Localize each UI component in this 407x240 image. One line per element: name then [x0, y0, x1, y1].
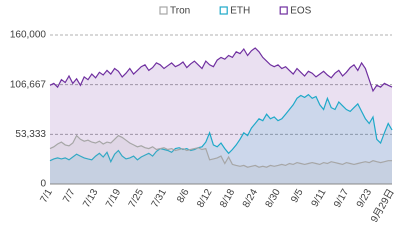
legend-label: EOS [290, 6, 311, 17]
x-tick-label: 9/17 [332, 187, 351, 210]
line [49, 93, 393, 164]
x-tick-label: 7/19 [104, 187, 123, 210]
y-tick-label: 0 [40, 179, 46, 190]
legend-swatch [159, 6, 168, 15]
area [50, 48, 392, 184]
x-tick-label: 7/25 [127, 187, 146, 210]
x-tick-label: 9/5 [289, 187, 306, 205]
y-tick-label: 53,333 [15, 129, 46, 140]
x-tick-label: 8/30 [264, 187, 283, 210]
legend-swatch [219, 6, 228, 15]
x-tick-label: 7/13 [81, 187, 100, 210]
x-tick-label: 7/7 [61, 187, 78, 205]
x-tick-label: 8/24 [241, 187, 260, 210]
legend-label: Tron [170, 6, 190, 17]
x-tick-label: 8/6 [175, 187, 192, 205]
legend-swatch [279, 6, 288, 15]
y-tick-label: 106,667 [10, 79, 47, 90]
x-tick-label: 7/31 [150, 187, 169, 210]
area [50, 135, 392, 184]
x-tick-label: 9/11 [310, 187, 329, 209]
x-tick-label: 9/23 [355, 187, 374, 210]
x-tick-label: 8/18 [218, 187, 237, 210]
y-tick-label: 160,000 [10, 30, 47, 41]
x-tick-label: 8/12 [195, 187, 214, 210]
line [49, 134, 392, 168]
line [49, 47, 393, 93]
area [50, 94, 392, 184]
legend-label: ETH [230, 6, 250, 17]
